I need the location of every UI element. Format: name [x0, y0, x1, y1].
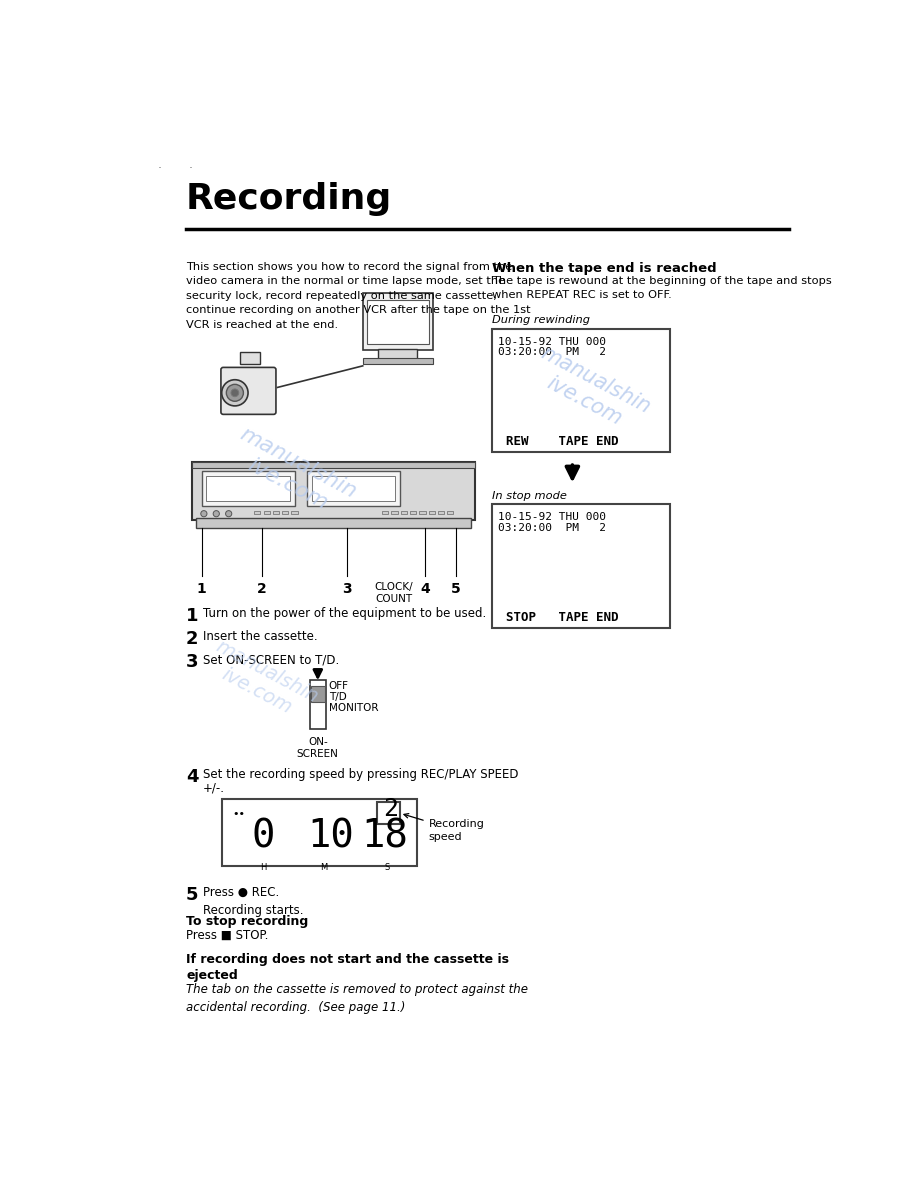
- Text: 03:20:00  PM   2: 03:20:00 PM 2: [498, 523, 607, 533]
- Bar: [429, 511, 435, 514]
- Bar: [492, 329, 670, 453]
- Text: 10: 10: [307, 817, 353, 855]
- Bar: [192, 462, 476, 468]
- FancyBboxPatch shape: [221, 367, 276, 415]
- Text: Insert the cassette.: Insert the cassette.: [203, 630, 318, 643]
- Text: 4: 4: [186, 767, 198, 785]
- Text: MONITOR: MONITOR: [329, 703, 378, 713]
- Bar: [202, 472, 295, 506]
- Text: manualshin
ive.com: manualshin ive.com: [226, 424, 360, 523]
- Text: 2: 2: [186, 630, 198, 647]
- Text: 3: 3: [186, 653, 198, 671]
- Text: Turn on the power of the equipment to be used.: Turn on the power of the equipment to be…: [203, 607, 487, 620]
- Bar: [241, 352, 260, 364]
- Bar: [254, 511, 261, 514]
- Text: If recording does not start and the cassette is: If recording does not start and the cass…: [186, 953, 509, 966]
- Bar: [311, 687, 325, 702]
- Bar: [311, 696, 325, 699]
- Text: S: S: [385, 862, 390, 872]
- Bar: [363, 292, 432, 350]
- Circle shape: [226, 511, 231, 517]
- Bar: [311, 693, 325, 695]
- Circle shape: [231, 388, 239, 397]
- Bar: [263, 511, 270, 514]
- Text: 18: 18: [361, 817, 408, 855]
- Text: In stop mode: In stop mode: [492, 491, 567, 500]
- Text: CLOCK/
COUNT: CLOCK/ COUNT: [375, 582, 413, 604]
- Text: OFF: OFF: [329, 681, 349, 691]
- Text: T/D: T/D: [329, 691, 346, 702]
- Bar: [222, 800, 417, 866]
- Bar: [311, 690, 325, 693]
- Text: H: H: [261, 862, 267, 872]
- Text: 5: 5: [451, 582, 461, 596]
- Bar: [273, 511, 279, 514]
- Bar: [307, 472, 400, 506]
- Text: 10-15-92 THU 000: 10-15-92 THU 000: [498, 336, 607, 347]
- Text: 03:20:00  PM   2: 03:20:00 PM 2: [498, 347, 607, 358]
- Text: STOP   TAPE END: STOP TAPE END: [506, 611, 619, 624]
- Text: Set the recording speed by pressing REC/PLAY SPEED: Set the recording speed by pressing REC/…: [203, 767, 519, 781]
- Bar: [438, 511, 444, 514]
- Text: ·: ·: [157, 162, 162, 175]
- Bar: [376, 802, 400, 824]
- Bar: [447, 511, 453, 514]
- Bar: [366, 301, 429, 345]
- Text: This section shows you how to record the signal from the
video camera in the nor: This section shows you how to record the…: [186, 261, 531, 329]
- Bar: [420, 511, 426, 514]
- Bar: [291, 511, 297, 514]
- Bar: [382, 511, 388, 514]
- Bar: [378, 349, 417, 360]
- Text: 10-15-92 THU 000: 10-15-92 THU 000: [498, 512, 607, 523]
- Text: Press ■ STOP.: Press ■ STOP.: [186, 929, 268, 942]
- Text: ON-
SCREEN: ON- SCREEN: [297, 737, 339, 759]
- Circle shape: [213, 511, 219, 517]
- Circle shape: [227, 385, 243, 402]
- Text: manualshin
ive.com: manualshin ive.com: [527, 343, 654, 438]
- Text: REW    TAPE END: REW TAPE END: [506, 435, 619, 448]
- Bar: [311, 687, 325, 689]
- Text: Recording
speed: Recording speed: [404, 814, 485, 842]
- Text: The tape is rewound at the beginning of the tape and stops
when REPEAT REC is se: The tape is rewound at the beginning of …: [492, 276, 832, 301]
- Bar: [207, 476, 290, 501]
- Bar: [391, 511, 397, 514]
- Text: 3: 3: [342, 582, 353, 596]
- Bar: [310, 680, 326, 729]
- Text: 1: 1: [196, 582, 207, 596]
- Bar: [192, 462, 476, 520]
- Bar: [311, 476, 396, 501]
- Text: 2: 2: [257, 582, 267, 596]
- Text: 1: 1: [186, 607, 198, 625]
- Circle shape: [222, 380, 248, 406]
- Bar: [492, 505, 670, 627]
- Text: 5: 5: [186, 885, 198, 904]
- Circle shape: [201, 511, 207, 517]
- Text: Set ON-SCREEN to T/D.: Set ON-SCREEN to T/D.: [203, 653, 340, 666]
- Text: manualshin
ive.com: manualshin ive.com: [202, 637, 321, 726]
- Bar: [363, 358, 432, 365]
- Text: The tab on the cassette is removed to protect against the
accidental recording. : The tab on the cassette is removed to pr…: [186, 982, 528, 1015]
- Text: +/-.: +/-.: [203, 782, 225, 795]
- Bar: [410, 511, 416, 514]
- Bar: [282, 511, 288, 514]
- Text: 0: 0: [252, 817, 274, 855]
- Text: Press ● REC.
Recording starts.: Press ● REC. Recording starts.: [203, 885, 304, 917]
- Text: ·: ·: [188, 162, 193, 175]
- Bar: [196, 518, 471, 527]
- Text: When the tape end is reached: When the tape end is reached: [492, 261, 717, 274]
- Text: 2: 2: [383, 797, 397, 821]
- Text: ••: ••: [232, 809, 245, 819]
- Text: M: M: [320, 862, 328, 872]
- Text: ejected: ejected: [186, 968, 238, 981]
- Bar: [401, 511, 407, 514]
- Text: Recording: Recording: [186, 182, 392, 216]
- Text: 4: 4: [420, 582, 430, 596]
- Text: To stop recording: To stop recording: [186, 915, 308, 928]
- Text: During rewinding: During rewinding: [492, 315, 590, 326]
